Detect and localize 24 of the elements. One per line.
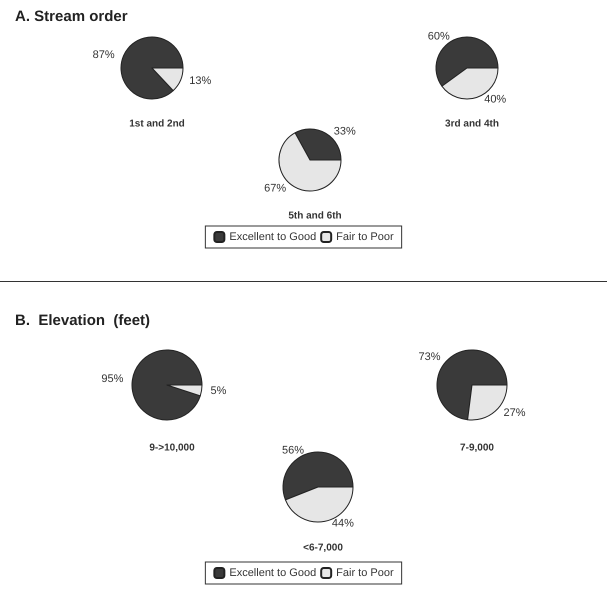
- data-label: 73%: [418, 351, 441, 364]
- legend-label: Fair to Poor: [336, 231, 394, 243]
- slice-label: 9->10,000: [149, 442, 196, 454]
- slice-label: 7-9,000: [460, 442, 494, 454]
- slice-label: <6-7,000: [303, 542, 344, 554]
- data-label: 27%: [503, 406, 526, 419]
- data-label: 40%: [484, 93, 506, 106]
- slice-label: 1st and 2nd: [129, 118, 185, 130]
- legend-label: Fair to Poor: [336, 567, 394, 579]
- data-label: 87%: [92, 48, 115, 61]
- data-label: 5%: [210, 384, 227, 397]
- data-label: 13%: [189, 75, 212, 88]
- data-label: 56%: [282, 444, 304, 457]
- data-label: 60%: [428, 30, 450, 43]
- slice-label: 5th and 6th: [288, 210, 342, 222]
- data-label: 95%: [101, 373, 124, 386]
- slice-label: 3rd and 4th: [445, 118, 499, 130]
- data-label: 67%: [264, 182, 286, 194]
- chart-title: A. Stream order: [15, 8, 128, 25]
- legend-label: Excellent to Good: [229, 567, 316, 579]
- chart-title: B. Elevation (feet): [15, 312, 150, 329]
- legend-label: Excellent to Good: [229, 231, 316, 243]
- data-label: 44%: [332, 517, 354, 530]
- data-label: 33%: [334, 126, 356, 138]
